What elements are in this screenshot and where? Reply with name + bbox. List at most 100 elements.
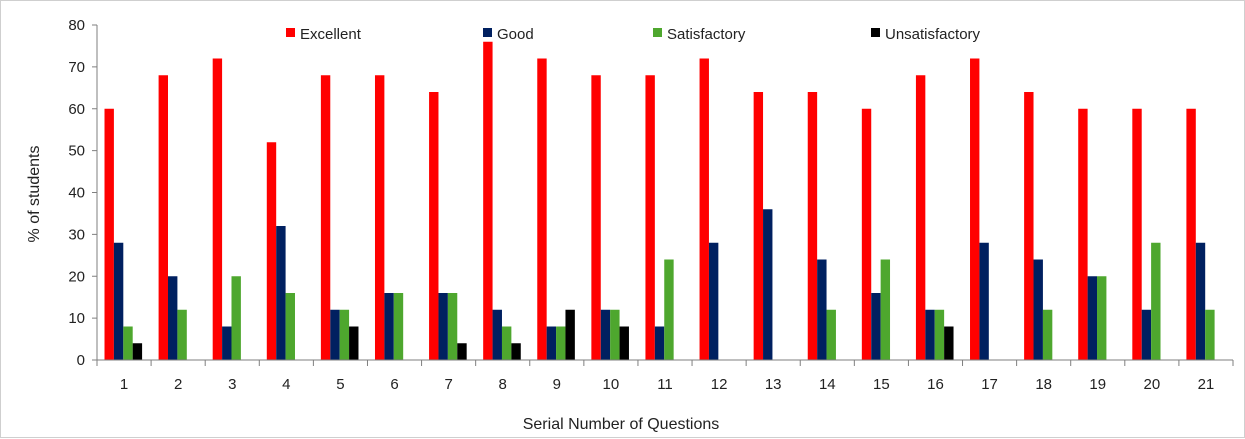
bar-excellent-q13	[753, 92, 764, 360]
bar-good-q4	[276, 226, 286, 360]
legend-swatch-excellent	[286, 28, 295, 37]
bar-excellent-q17	[970, 58, 980, 360]
bar-satisfactory-q10	[610, 309, 620, 360]
bar-good-q11	[654, 326, 665, 360]
bar-good-q13	[763, 209, 773, 360]
y-axis-title: % of students	[26, 146, 43, 243]
x-axis-ticks: 1 2 3 4 5 6 7 8 9 10 11 12 13 14 15 16 17 18 19 20 21	[96, 360, 1234, 393]
bar-satisfactory-q11	[664, 259, 674, 360]
bar-good-q9	[546, 326, 557, 360]
bar-excellent-q19	[1078, 108, 1088, 360]
bar-satisfactory-q19	[1097, 276, 1107, 360]
bar-good-q18	[1033, 259, 1043, 360]
bars-group	[104, 41, 1215, 360]
bar-unsatisfactory-q9	[565, 309, 575, 360]
bar-good-q15	[871, 293, 881, 360]
bar-good-q17	[979, 242, 989, 360]
bar-excellent-q6	[374, 75, 385, 360]
bar-excellent-q1	[104, 108, 114, 360]
y-tick-label: 30	[68, 226, 85, 243]
bar-satisfactory-q20	[1151, 242, 1161, 360]
bar-satisfactory-q7	[447, 293, 458, 360]
legend-label-unsatisfactory: Unsatisfactory	[885, 26, 981, 43]
x-tick-label: 21	[1198, 376, 1215, 393]
bar-satisfactory-q18	[1042, 309, 1053, 360]
bar-satisfactory-q1	[123, 326, 133, 360]
bar-good-q19	[1087, 276, 1098, 360]
x-tick-label: 19	[1089, 376, 1106, 393]
y-tick-label: 0	[77, 352, 85, 369]
bar-satisfactory-q2	[177, 309, 187, 360]
bar-excellent-q8	[483, 41, 493, 360]
x-tick-label: 18	[1035, 376, 1052, 393]
bar-good-q6	[384, 293, 394, 360]
y-tick-label: 70	[68, 59, 85, 76]
x-tick-label: 14	[819, 376, 836, 393]
x-tick-label: 5	[336, 376, 344, 393]
legend-label-satisfactory: Satisfactory	[667, 26, 746, 43]
bar-excellent-q21	[1186, 108, 1196, 360]
bar-excellent-q16	[915, 75, 926, 360]
x-tick-label: 9	[553, 376, 561, 393]
x-tick-label: 3	[228, 376, 236, 393]
bar-satisfactory-q9	[556, 326, 566, 360]
bar-satisfactory-q21	[1205, 309, 1215, 360]
legend-swatch-good	[483, 28, 492, 37]
bar-satisfactory-q14	[826, 309, 836, 360]
bar-good-q5	[330, 309, 340, 360]
x-tick-label: 13	[765, 376, 782, 393]
x-tick-label: 6	[390, 376, 398, 393]
bar-satisfactory-q15	[880, 259, 891, 360]
x-tick-label: 4	[282, 376, 290, 393]
bar-excellent-q20	[1132, 108, 1142, 360]
x-tick-label: 2	[174, 376, 182, 393]
bar-excellent-q18	[1024, 92, 1034, 360]
bar-unsatisfactory-q16	[944, 326, 954, 360]
bar-satisfactory-q6	[393, 293, 404, 360]
bar-unsatisfactory-q8	[511, 343, 521, 360]
x-tick-label: 10	[603, 376, 620, 393]
bar-unsatisfactory-q1	[132, 343, 143, 360]
bar-satisfactory-q5	[339, 309, 350, 360]
bar-excellent-q12	[699, 58, 709, 360]
bar-excellent-q3	[212, 58, 223, 360]
x-tick-label: 11	[657, 376, 673, 393]
bar-excellent-q11	[645, 75, 655, 360]
bar-satisfactory-q3	[231, 276, 241, 360]
bar-good-q3	[222, 326, 232, 360]
legend-label-excellent: Excellent	[300, 26, 362, 43]
x-tick-label: 7	[444, 376, 452, 393]
legend-swatch-satisfactory	[653, 28, 662, 37]
bar-good-q20	[1141, 309, 1152, 360]
bar-satisfactory-q16	[934, 309, 945, 360]
bar-excellent-q14	[807, 92, 818, 360]
bar-good-q10	[600, 309, 611, 360]
bar-unsatisfactory-q10	[619, 326, 629, 360]
bar-good-q2	[168, 276, 178, 360]
x-tick-label: 17	[981, 376, 998, 393]
legend-swatch-unsatisfactory	[871, 28, 880, 37]
bar-unsatisfactory-q5	[349, 326, 359, 360]
bar-good-q7	[438, 293, 448, 360]
x-tick-label: 1	[120, 376, 128, 393]
legend-label-good: Good	[497, 26, 534, 43]
y-tick-label: 10	[68, 310, 85, 327]
y-axis-ticks: 0 10 20 30 40 50 60 70 80	[68, 17, 97, 369]
bar-excellent-q7	[429, 92, 439, 360]
bar-good-q16	[925, 309, 935, 360]
x-tick-label: 12	[711, 376, 728, 393]
y-tick-label: 80	[68, 17, 85, 34]
bar-excellent-q15	[861, 108, 872, 360]
bar-excellent-q9	[537, 58, 547, 360]
bar-satisfactory-q8	[501, 326, 512, 360]
bar-good-q14	[817, 259, 827, 360]
y-tick-label: 40	[68, 185, 85, 202]
x-tick-label: 15	[873, 376, 890, 393]
bar-excellent-q4	[266, 142, 277, 360]
bar-unsatisfactory-q7	[457, 343, 467, 360]
bar-good-q8	[492, 309, 502, 360]
legend: Excellent Good Satisfactory Unsatisfactory	[286, 26, 981, 43]
bar-good-q12	[708, 242, 719, 360]
